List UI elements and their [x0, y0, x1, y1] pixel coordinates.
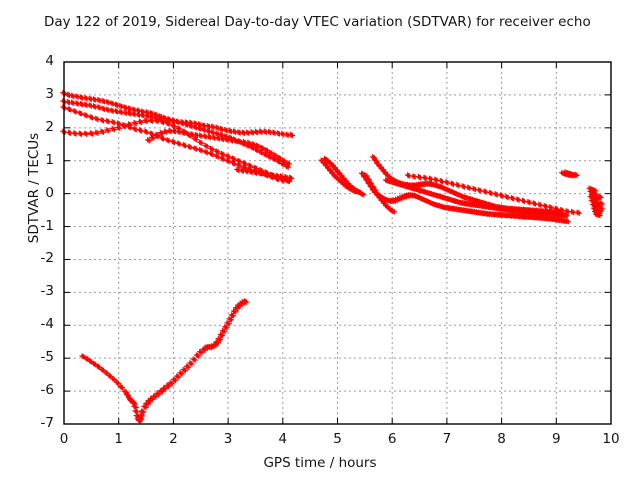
x-tick-label: 3 — [223, 431, 233, 447]
y-tick-label: -6 — [40, 382, 54, 399]
x-axis-label: GPS time / hours — [263, 455, 377, 471]
y-tick-label: -7 — [40, 415, 54, 431]
y-tick-label: 4 — [45, 53, 54, 69]
x-tick-label: 9 — [552, 431, 561, 447]
y-tick-label: -1 — [40, 217, 54, 234]
plot-title: Day 122 of 2019, Sidereal Day-to-day VTE… — [44, 14, 591, 30]
x-tick-label: 8 — [497, 431, 506, 447]
x-tick-label: 1 — [114, 431, 123, 447]
y-tick-label: -5 — [40, 349, 54, 366]
x-tick-label: 6 — [387, 431, 397, 447]
y-tick-label: -4 — [40, 316, 54, 333]
x-tick-label: 4 — [278, 431, 288, 447]
y-tick-label: 2 — [45, 118, 54, 135]
y-tick-label: -3 — [40, 283, 54, 300]
y-tick-label: 3 — [45, 85, 54, 102]
x-tick-label: 2 — [169, 431, 178, 447]
y-tick-label: -2 — [40, 250, 54, 267]
y-tick-label: 0 — [45, 184, 54, 201]
x-tick-label: 7 — [442, 431, 452, 447]
x-tick-label: 5 — [333, 431, 342, 447]
x-tick-label: 10 — [602, 431, 620, 447]
x-tick-label: 0 — [59, 431, 69, 447]
y-tick-label: 1 — [45, 151, 54, 168]
